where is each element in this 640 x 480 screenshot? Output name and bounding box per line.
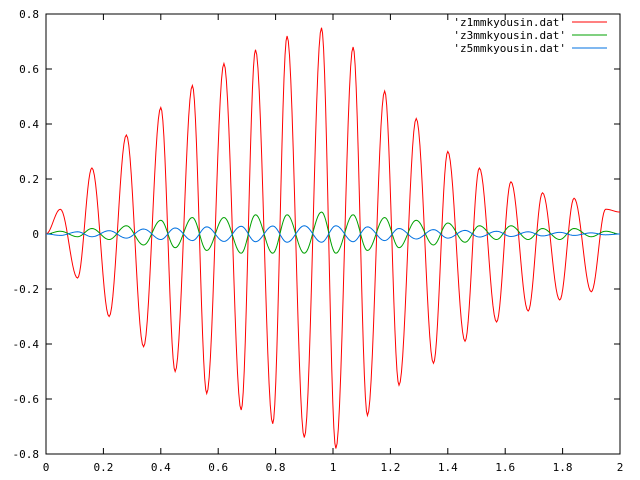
plot-frame xyxy=(45,13,621,455)
y-tick-label: -0.8 xyxy=(13,448,40,461)
x-tick-label: 2 xyxy=(617,461,624,474)
legend-label-1: 'z1mmkyousin.dat' xyxy=(453,16,566,29)
y-tick-label: 0.8 xyxy=(19,8,39,21)
x-tick-label: 0.4 xyxy=(151,461,171,474)
axes-layer: 0 0.2 0.4 0.6 0.8 1 1.2 1.4 1.6 1.8 2 -0.8 -0.6 -0.4 -… xyxy=(13,8,624,474)
series-layer xyxy=(45,27,621,449)
legend-label-3: 'z5mmkyousin.dat' xyxy=(453,42,566,55)
x-tick-label: 0 xyxy=(43,461,50,474)
x-tick-label: 1 xyxy=(330,461,337,474)
x-tick-label: 0.6 xyxy=(208,461,228,474)
y-tick-label: -0.4 xyxy=(13,338,40,351)
series-line-1 xyxy=(45,27,621,449)
legend: 'z1mmkyousin.dat''z3mmkyousin.dat''z5mmk… xyxy=(453,16,607,55)
x-tick-label: 1.8 xyxy=(553,461,573,474)
y-tick-label: 0.6 xyxy=(19,63,39,76)
y-tick-label: 0.2 xyxy=(19,173,39,186)
x-tick-label: 0.8 xyxy=(266,461,286,474)
legend-label-2: 'z3mmkyousin.dat' xyxy=(453,29,566,42)
y-tick-label: 0.4 xyxy=(19,118,39,131)
y-tick-label: 0 xyxy=(32,228,39,241)
series-line-3 xyxy=(45,225,621,243)
x-tick-label: 1.4 xyxy=(438,461,458,474)
y-tick-label: -0.2 xyxy=(13,283,40,296)
x-tick-label: 0.2 xyxy=(93,461,113,474)
series-line-2 xyxy=(45,211,621,254)
x-tick-label: 1.2 xyxy=(380,461,400,474)
x-tick-label: 1.6 xyxy=(495,461,515,474)
y-tick-label: -0.6 xyxy=(13,393,40,406)
